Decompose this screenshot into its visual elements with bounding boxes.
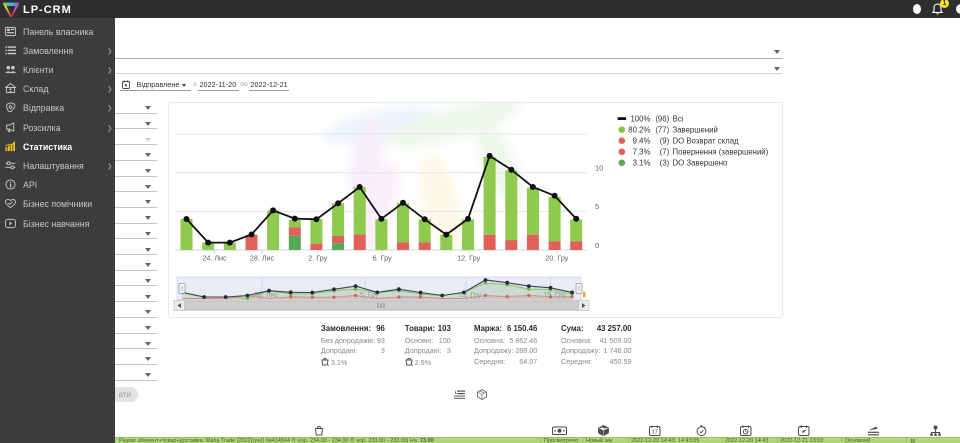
svg-text:x: x [327, 362, 328, 366]
svg-text:9.4%: 9.4% [633, 137, 651, 146]
svg-text:17: 17 [651, 430, 657, 436]
svg-text:Всі: Всі [673, 114, 684, 123]
svg-text:(7): (7) [660, 148, 670, 157]
svg-text:(77): (77) [655, 125, 669, 134]
svg-text:10: 10 [595, 164, 603, 173]
svg-text:24. Лис: 24. Лис [202, 254, 227, 263]
svg-text:(9): (9) [660, 137, 670, 146]
svg-text:28. Лис: 28. Лис [254, 292, 278, 299]
svg-text:5: 5 [595, 202, 599, 211]
svg-text:2. Гру: 2. Гру [308, 254, 327, 263]
svg-text:5. Гру: 5. Гру [360, 292, 379, 299]
svg-text:3.1%: 3.1% [633, 159, 651, 168]
svg-text:Повернення (завершений): Повернення (завершений) [673, 148, 769, 157]
svg-text:7.3%: 7.3% [633, 148, 651, 157]
svg-text:Завершений: Завершений [673, 125, 718, 134]
svg-text:0: 0 [595, 241, 599, 250]
svg-text:19. Гру: 19. Гру [543, 292, 566, 299]
svg-text:(3): (3) [660, 159, 670, 168]
svg-text:20. Гру: 20. Гру [545, 254, 568, 263]
svg-text:100%: 100% [630, 114, 650, 123]
svg-text:6. Гру: 6. Гру [373, 254, 392, 263]
svg-text:28. Лис: 28. Лис [250, 254, 275, 263]
svg-text:DO Завершено: DO Завершено [673, 159, 729, 168]
svg-text:12. Гру: 12. Гру [459, 292, 482, 299]
svg-text:12. Гру: 12. Гру [457, 254, 480, 263]
svg-text:x: x [411, 362, 412, 366]
svg-text:DO Возврат склад: DO Возврат склад [673, 137, 740, 146]
svg-text:(96): (96) [655, 114, 669, 123]
svg-text:80.2%: 80.2% [628, 125, 650, 134]
